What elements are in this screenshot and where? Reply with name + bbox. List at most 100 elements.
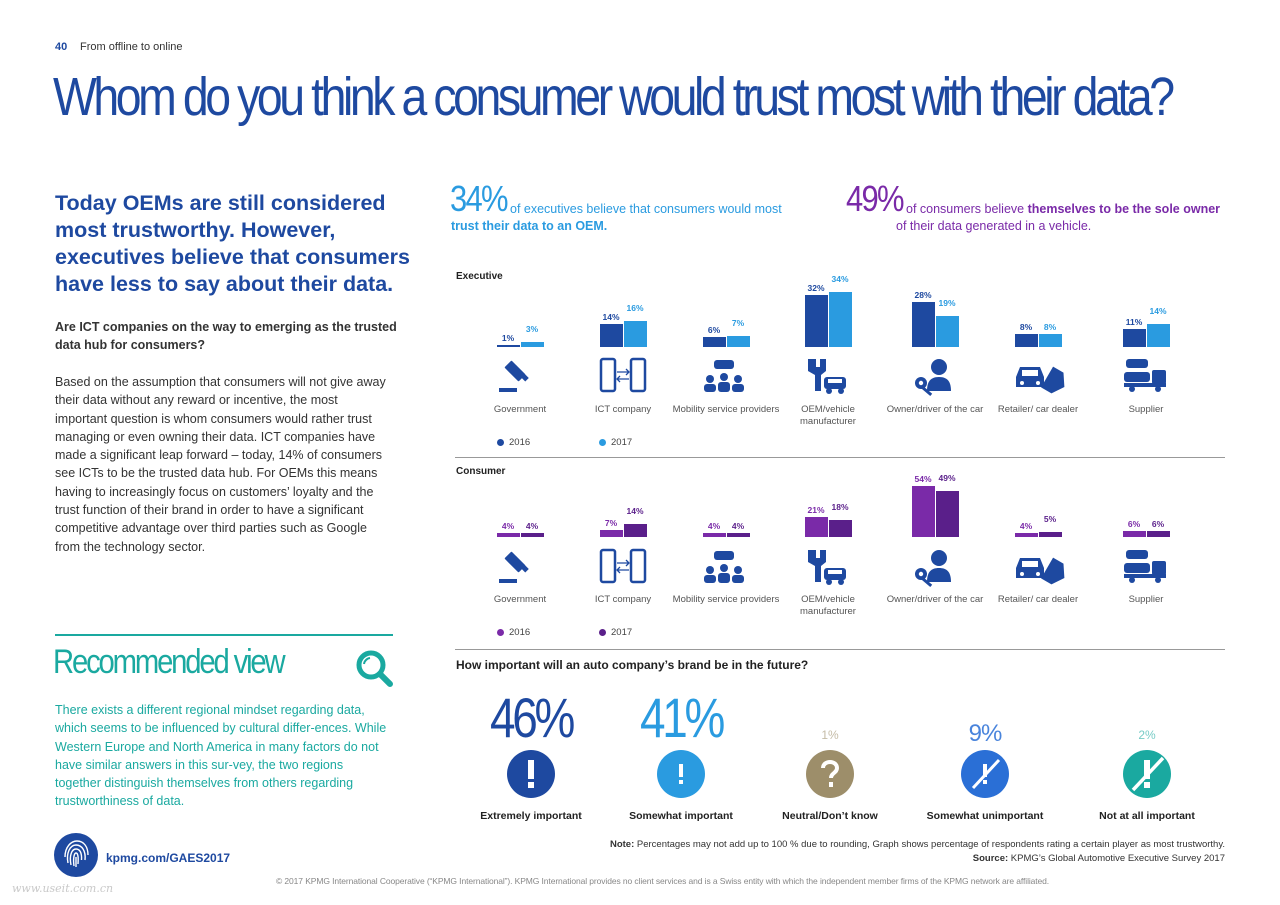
brand-value-label: 1% bbox=[821, 728, 839, 742]
bar-value-label: 32% bbox=[807, 283, 825, 294]
bar-2016-6 bbox=[1122, 329, 1146, 347]
bar-value-label: 3% bbox=[525, 324, 539, 335]
exec-stat-text-a: of executives believe that consumers wou… bbox=[510, 202, 782, 216]
brand-category-label: Extremely important bbox=[480, 810, 582, 822]
executive-chart: 1% 3% Government 14% 16% ICT company 6% 7% Mobil… bbox=[455, 270, 1225, 430]
brand-importance-chart: 46% Extremely important 41% Somewhat import… bbox=[455, 680, 1225, 830]
watermark: www.useit.com.cn bbox=[12, 882, 114, 895]
bar-value-label: 18% bbox=[831, 502, 849, 512]
bar-value-label: 8% bbox=[1019, 322, 1033, 333]
bar-2017-3 bbox=[828, 292, 852, 347]
fingerprint-icon bbox=[64, 840, 89, 867]
brand-category-label: Not at all important bbox=[1099, 810, 1195, 822]
bar-2017-6 bbox=[1146, 324, 1170, 347]
source-line: Source: KPMG’s Global Automotive Executi… bbox=[973, 853, 1225, 864]
bar-value-label: 7% bbox=[731, 317, 745, 328]
executive-label: Executive bbox=[456, 271, 503, 282]
legend-dot-2016-consumer bbox=[497, 629, 504, 636]
legend-dot-2017 bbox=[599, 439, 606, 446]
bar-value-label: 4% bbox=[1019, 521, 1033, 532]
bar-2016-6 bbox=[1122, 531, 1146, 537]
brand-value-label: 41% bbox=[639, 686, 725, 749]
phone-exchange-icon bbox=[599, 548, 647, 584]
bar-value-label: 8% bbox=[1043, 322, 1057, 333]
gavel-icon bbox=[499, 551, 529, 583]
brand-icon-0 bbox=[507, 750, 555, 798]
cons-stat-text-a: of consumers believe bbox=[906, 202, 1025, 216]
source-text: KPMG’s Global Automotive Executive Surve… bbox=[1010, 853, 1225, 864]
bar-value-label: 4% bbox=[731, 521, 745, 532]
bar-value-label: 14% bbox=[1149, 306, 1167, 317]
person-key-icon bbox=[915, 359, 951, 397]
bar-value-label: 7% bbox=[604, 518, 618, 529]
recommended-title: Recommended view bbox=[53, 643, 286, 681]
category-label: OEM/vehicle manufacturer bbox=[800, 594, 856, 617]
page-number: 40 bbox=[55, 41, 68, 53]
source-label: Source: bbox=[972, 853, 1009, 864]
cons-stat-text-line: of consumers believe themselves to be th… bbox=[906, 200, 1220, 218]
bar-2016-0 bbox=[496, 344, 520, 347]
bar-2017-6 bbox=[1146, 531, 1170, 537]
legend-label-2016: 2016 bbox=[509, 437, 531, 448]
bar-2016-3 bbox=[804, 517, 828, 537]
bar-value-label: 5% bbox=[1043, 514, 1057, 525]
note-text: Percentages may not add up to 100 % due … bbox=[636, 839, 1225, 850]
bar-value-label: 6% bbox=[707, 325, 721, 336]
person-key-icon bbox=[915, 550, 951, 588]
brand-value-label: 2% bbox=[1138, 728, 1156, 742]
category-label: Retailer/ car dealer bbox=[997, 594, 1079, 605]
legend-label-2016-consumer: 2016 bbox=[509, 627, 531, 638]
legend-dot-2017-consumer bbox=[599, 629, 606, 636]
survey-link[interactable]: kpmg.com/GAES2017 bbox=[106, 851, 231, 865]
bar-value-label: 54% bbox=[914, 474, 932, 484]
bar-2016-5 bbox=[1014, 334, 1038, 347]
consumer-chart: 4% 4% Government 7% 14% ICT company 4% 4% Mobili… bbox=[455, 462, 1225, 622]
category-label: Mobility service providers bbox=[672, 404, 780, 415]
footnote: Note: Percentages may not add up to 100 … bbox=[610, 839, 1225, 850]
car-carrier-icon bbox=[1124, 359, 1166, 392]
bar-2017-1 bbox=[623, 523, 647, 537]
chart-divider-2 bbox=[455, 649, 1225, 650]
phone-exchange-icon bbox=[599, 357, 647, 393]
bar-value-label: 14% bbox=[602, 312, 620, 323]
bar-value-label: 28% bbox=[914, 289, 932, 300]
category-label: Retailer/ car dealer bbox=[997, 404, 1079, 415]
brand-category-label: Somewhat unimportant bbox=[926, 810, 1044, 822]
bar-value-label: 34% bbox=[831, 274, 849, 284]
car-carrier-icon bbox=[1124, 550, 1166, 583]
category-label: Mobility service providers bbox=[672, 594, 780, 605]
bar-2017-0 bbox=[520, 342, 544, 347]
bar-value-label: 19% bbox=[938, 298, 956, 309]
lead-statement: Today OEMs are still considered most tru… bbox=[55, 191, 410, 296]
car-tag-icon bbox=[1016, 557, 1065, 585]
cons-stat-text-bold: themselves to be the sole owner bbox=[1027, 202, 1221, 216]
category-label: Government bbox=[493, 404, 547, 415]
car-tag-icon bbox=[1016, 366, 1065, 394]
bar-value-label: 6% bbox=[1151, 519, 1165, 530]
bar-2016-2 bbox=[702, 533, 726, 537]
brand-value-label: 9% bbox=[968, 720, 1003, 747]
bar-value-label: 1% bbox=[501, 332, 515, 343]
bar-value-label: 14% bbox=[626, 505, 644, 516]
brand-icon-4 bbox=[1123, 750, 1171, 798]
exec-stat-text-b: trust their data to an OEM. bbox=[451, 219, 608, 233]
category-label: Supplier bbox=[1128, 404, 1164, 415]
bar-value-label: 4% bbox=[707, 521, 721, 532]
legend-label-2017: 2017 bbox=[611, 437, 633, 448]
recommended-divider bbox=[55, 634, 393, 636]
brand-value-label: 46% bbox=[489, 686, 575, 749]
bar-value-label: 4% bbox=[525, 521, 539, 532]
bar-value-label: 6% bbox=[1127, 519, 1141, 530]
gavel-icon bbox=[499, 360, 529, 392]
bar-value-label: 16% bbox=[626, 303, 644, 314]
cons-stat-value: 49% bbox=[846, 178, 905, 219]
bar-2017-5 bbox=[1038, 532, 1062, 537]
people-car-icon bbox=[704, 551, 744, 583]
body-text: Based on the assumption that consumers w… bbox=[55, 375, 386, 554]
bar-2016-5 bbox=[1014, 533, 1038, 537]
bar-2017-1 bbox=[623, 321, 647, 347]
bar-2017-4 bbox=[935, 316, 959, 347]
bar-2016-3 bbox=[804, 295, 828, 347]
magnifier-icon bbox=[356, 650, 393, 687]
exec-stat-value: 34% bbox=[450, 178, 509, 219]
